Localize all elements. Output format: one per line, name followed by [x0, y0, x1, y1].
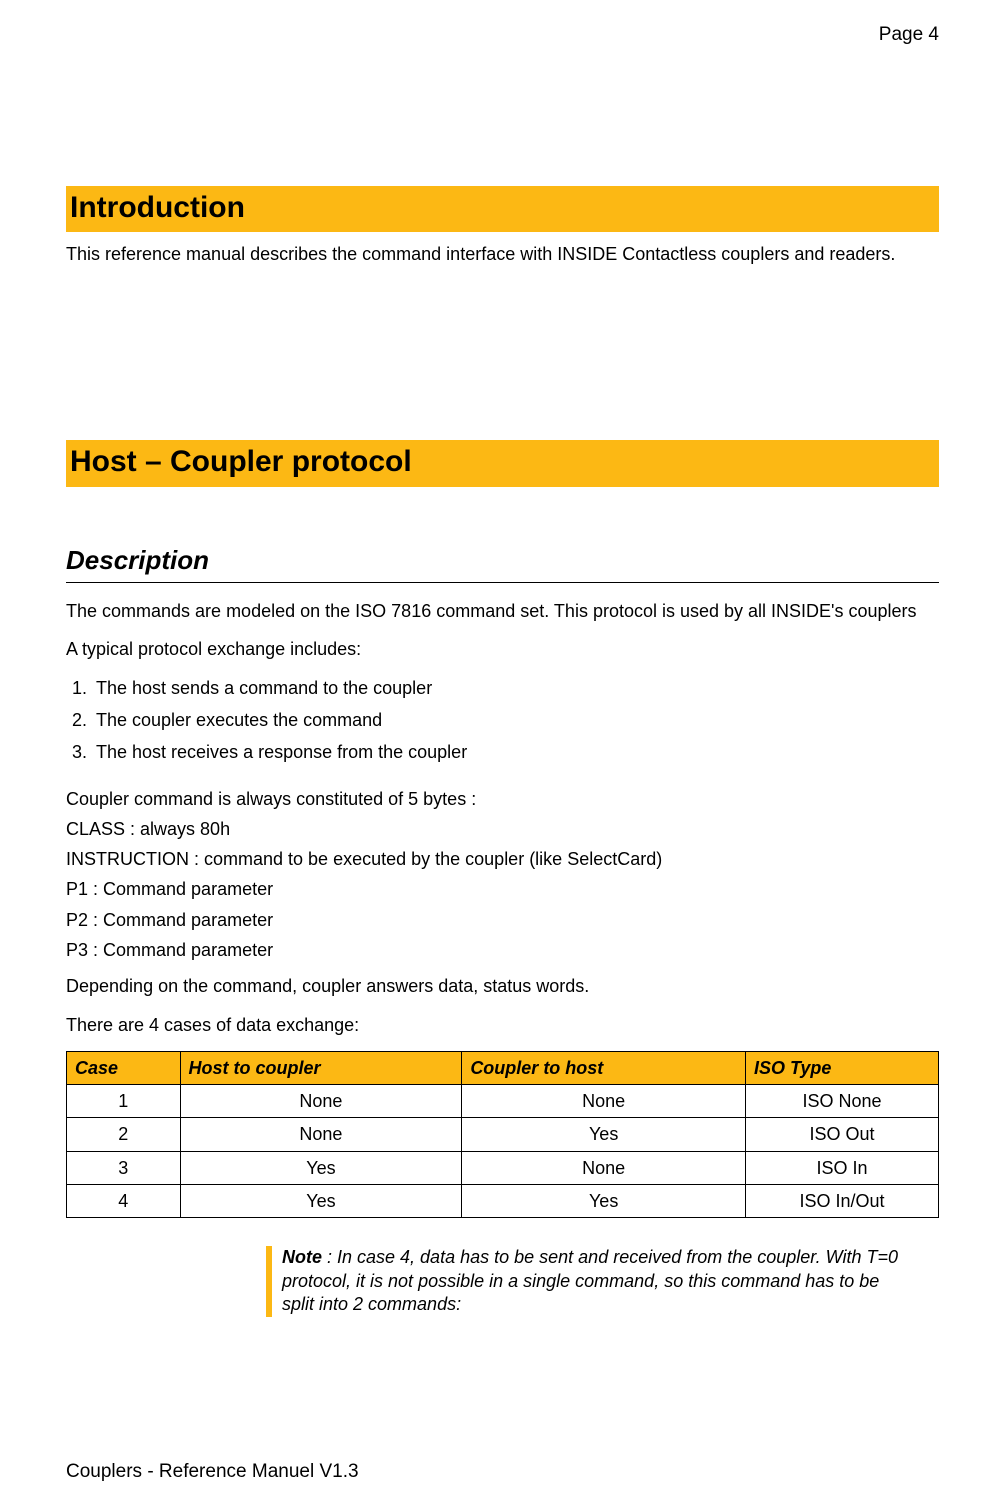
table-cell: ISO In/Out — [745, 1185, 938, 1218]
description-heading: Description — [66, 543, 939, 583]
exchange-step: The host receives a response from the co… — [92, 740, 939, 764]
table-cell: Yes — [462, 1185, 746, 1218]
bytes-intro: Coupler command is always constituted of… — [66, 787, 939, 811]
description-para-1: The commands are modeled on the ISO 7816… — [66, 599, 939, 623]
table-row: 3 Yes None ISO In — [67, 1151, 939, 1184]
introduction-paragraph: This reference manual describes the comm… — [66, 242, 939, 266]
table-cell: 2 — [67, 1118, 181, 1151]
section-introduction-title: Introduction — [70, 188, 935, 229]
section-introduction-band: Introduction — [66, 186, 939, 233]
table-header-iso-type: ISO Type — [745, 1051, 938, 1084]
page-container: Page 4 Introduction This reference manua… — [0, 0, 1005, 1511]
table-cell: Yes — [462, 1118, 746, 1151]
table-cell: 1 — [67, 1085, 181, 1118]
table-cell: 3 — [67, 1151, 181, 1184]
table-cell: None — [180, 1085, 462, 1118]
bytes-line: INSTRUCTION : command to be executed by … — [66, 847, 939, 871]
bytes-line: P2 : Command parameter — [66, 908, 939, 932]
note-block: Note : In case 4, data has to be sent an… — [266, 1246, 909, 1316]
section-protocol-title: Host – Coupler protocol — [70, 442, 935, 483]
description-para-5: There are 4 cases of data exchange: — [66, 1013, 939, 1037]
table-cell: Yes — [180, 1185, 462, 1218]
bytes-line: P3 : Command parameter — [66, 938, 939, 962]
table-cell: 4 — [67, 1185, 181, 1218]
note-text: : In case 4, data has to be sent and rec… — [282, 1247, 898, 1314]
note-label: Note — [282, 1247, 322, 1267]
table-cell: Yes — [180, 1151, 462, 1184]
table-row: 2 None Yes ISO Out — [67, 1118, 939, 1151]
table-row: 1 None None ISO None — [67, 1085, 939, 1118]
table-cell: ISO Out — [745, 1118, 938, 1151]
bytes-line: P1 : Command parameter — [66, 877, 939, 901]
table-cell: ISO In — [745, 1151, 938, 1184]
exchange-step: The coupler executes the command — [92, 708, 939, 732]
description-para-4: Depending on the command, coupler answer… — [66, 974, 939, 998]
exchange-steps-list: The host sends a command to the coupler … — [92, 676, 939, 765]
bytes-line: CLASS : always 80h — [66, 817, 939, 841]
table-cell: None — [462, 1151, 746, 1184]
table-header-host-to-coupler: Host to coupler — [180, 1051, 462, 1084]
cases-table: Case Host to coupler Coupler to host ISO… — [66, 1051, 939, 1218]
table-header-case: Case — [67, 1051, 181, 1084]
description-para-2: A typical protocol exchange includes: — [66, 637, 939, 661]
table-header-row: Case Host to coupler Coupler to host ISO… — [67, 1051, 939, 1084]
section-protocol-band: Host – Coupler protocol — [66, 440, 939, 487]
footer-text: Couplers - Reference Manuel V1.3 — [66, 1459, 359, 1485]
page-number: Page 4 — [66, 22, 939, 48]
table-cell: ISO None — [745, 1085, 938, 1118]
table-cell: None — [462, 1085, 746, 1118]
table-row: 4 Yes Yes ISO In/Out — [67, 1185, 939, 1218]
exchange-step: The host sends a command to the coupler — [92, 676, 939, 700]
table-cell: None — [180, 1118, 462, 1151]
table-header-coupler-to-host: Coupler to host — [462, 1051, 746, 1084]
